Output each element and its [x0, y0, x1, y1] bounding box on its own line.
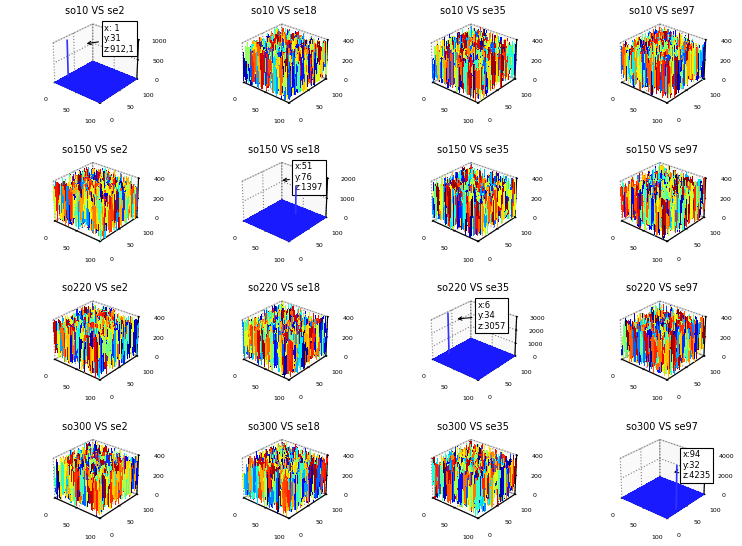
Title: so150 VS se97: so150 VS se97	[626, 145, 698, 155]
Title: so10 VS se2: so10 VS se2	[65, 7, 125, 16]
Title: so220 VS se2: so220 VS se2	[62, 283, 128, 293]
Title: so300 VS se35: so300 VS se35	[437, 422, 509, 432]
Text: x:6
y:34
z:3057: x:6 y:34 z:3057	[459, 301, 506, 330]
Text: x:94
y:32
z:4235: x:94 y:32 z:4235	[675, 450, 711, 480]
Text: x: 1
y:31
z:912,1: x: 1 y:31 z:912,1	[88, 24, 135, 54]
Title: so300 VS se97: so300 VS se97	[626, 422, 698, 432]
Title: so10 VS se18: so10 VS se18	[251, 7, 317, 16]
Title: so300 VS se2: so300 VS se2	[62, 422, 128, 432]
Title: so220 VS se35: so220 VS se35	[437, 283, 509, 293]
Title: so300 VS se18: so300 VS se18	[248, 422, 320, 432]
Text: x:51
y:76
z:1397: x:51 y:76 z:1397	[283, 162, 324, 192]
Title: so150 VS se18: so150 VS se18	[248, 145, 320, 155]
Title: so220 VS se18: so220 VS se18	[248, 283, 320, 293]
Title: so220 VS se97: so220 VS se97	[626, 283, 698, 293]
Title: so10 VS se35: so10 VS se35	[440, 7, 506, 16]
Title: so10 VS se97: so10 VS se97	[629, 7, 695, 16]
Title: so150 VS se2: so150 VS se2	[62, 145, 128, 155]
Title: so150 VS se35: so150 VS se35	[437, 145, 509, 155]
